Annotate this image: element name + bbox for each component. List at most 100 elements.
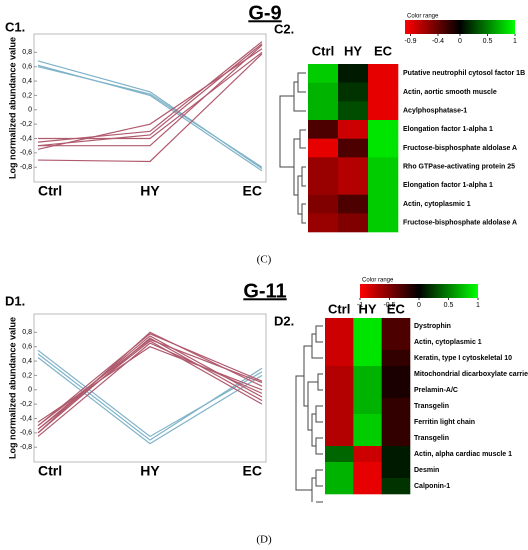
row-label: Dystrophin bbox=[414, 323, 451, 330]
y-tick-label: 0,4 bbox=[22, 358, 32, 365]
colorbar-tick-label: 0.5 bbox=[444, 302, 454, 309]
column-label: EC bbox=[387, 301, 406, 316]
heat-cell bbox=[353, 478, 382, 495]
heat-cell bbox=[381, 350, 411, 367]
heat-cell bbox=[338, 101, 369, 121]
profile-line bbox=[37, 60, 263, 170]
heat-cell bbox=[338, 194, 369, 214]
profile-line bbox=[37, 340, 263, 430]
colorbar-tick-label: 0.5 bbox=[483, 38, 493, 45]
heat-cell bbox=[308, 101, 339, 121]
heat-cell bbox=[381, 382, 411, 399]
column-label: EC bbox=[374, 43, 393, 58]
y-axis-label: Log normalized abundance value bbox=[7, 317, 17, 459]
profile-line bbox=[37, 337, 263, 434]
heat-cell bbox=[308, 120, 339, 139]
caption: (C) bbox=[257, 254, 272, 266]
profile-line bbox=[37, 333, 263, 427]
heat-cell bbox=[353, 366, 382, 383]
heat-cell bbox=[325, 414, 354, 431]
row-label: Transgelin bbox=[414, 435, 449, 442]
y-tick-label: 0,2 bbox=[22, 92, 32, 99]
dendrogram bbox=[279, 72, 306, 224]
heat-cell bbox=[338, 138, 369, 158]
heat-cell bbox=[381, 334, 411, 351]
heat-cell bbox=[308, 194, 339, 214]
heat-cell bbox=[338, 176, 369, 195]
heat-cell bbox=[353, 446, 382, 463]
heat-cell bbox=[368, 213, 399, 233]
row-label: Actin, cytoplasmic 1 bbox=[403, 201, 471, 208]
colorbar-tick-label: -0.9 bbox=[404, 38, 416, 45]
profile-line bbox=[37, 66, 263, 168]
heat-cell bbox=[325, 350, 354, 367]
row-label: Calponin-1 bbox=[414, 483, 450, 490]
heat-cell bbox=[308, 82, 339, 102]
y-tick-label: 0,6 bbox=[22, 64, 32, 71]
panel-label: C2. bbox=[274, 21, 294, 36]
plot-frame bbox=[33, 33, 267, 183]
heat-cell bbox=[325, 366, 354, 383]
heat-cell bbox=[308, 64, 339, 83]
y-tick-label: 0,4 bbox=[22, 78, 32, 85]
heat-cell bbox=[381, 462, 411, 479]
heat-cell bbox=[353, 382, 382, 399]
y-tick-label: -0,8 bbox=[20, 164, 32, 171]
colorbar-tick-label: -1 bbox=[357, 302, 363, 309]
heat-cell bbox=[368, 194, 399, 214]
heat-cell bbox=[368, 157, 399, 177]
row-label: Rho GTPase-activating protein 25 bbox=[403, 164, 515, 171]
heat-cell bbox=[325, 462, 354, 479]
y-tick-label: 0,8 bbox=[22, 329, 32, 336]
panel-label: D2. bbox=[274, 313, 294, 328]
profile-line bbox=[37, 357, 263, 445]
heat-cell bbox=[381, 366, 411, 383]
x-tick-label: EC bbox=[243, 183, 262, 199]
column-label: Ctrl bbox=[312, 43, 334, 58]
plot-frame bbox=[33, 313, 267, 463]
y-tick-label: 0 bbox=[28, 107, 32, 114]
row-label: Mitochondrial dicarboxylate carrier bbox=[414, 371, 528, 378]
panel-label: D1. bbox=[5, 293, 25, 308]
heat-cell bbox=[381, 318, 411, 335]
y-axis-label: Log normalized abundance value bbox=[7, 37, 17, 179]
profile-line bbox=[37, 346, 263, 423]
heat-cell bbox=[368, 82, 399, 102]
y-tick-label: -0,6 bbox=[20, 150, 32, 157]
dendrogram bbox=[295, 325, 323, 503]
heat-cell bbox=[338, 64, 369, 83]
heat-cell bbox=[353, 318, 382, 335]
x-tick-label: Ctrl bbox=[38, 183, 62, 199]
y-tick-label: -0,2 bbox=[20, 401, 32, 408]
profile-line bbox=[38, 44, 263, 147]
heat-cell bbox=[381, 398, 411, 415]
column-label: HY bbox=[344, 43, 362, 58]
row-label: Actin, cytoplasmic 1 bbox=[414, 339, 482, 346]
heat-cell bbox=[353, 334, 382, 351]
heat-cell bbox=[308, 213, 339, 233]
column-label: Ctrl bbox=[328, 301, 350, 316]
row-label: Acylphosphatase-1 bbox=[403, 108, 467, 115]
colorbar bbox=[360, 284, 478, 298]
row-label: Transgelin bbox=[414, 403, 449, 410]
y-tick-label: -0,6 bbox=[20, 430, 32, 437]
heat-cell bbox=[381, 414, 411, 431]
heat-cell bbox=[338, 213, 369, 233]
row-label: Ferritin light chain bbox=[414, 419, 475, 426]
row-label: Keratin, type I cytoskeletal 10 bbox=[414, 355, 512, 362]
heat-cell bbox=[308, 138, 339, 158]
row-label: Putative neutrophil cytosol factor 1B bbox=[403, 70, 525, 77]
heat-cell bbox=[368, 176, 399, 195]
heat-cell bbox=[325, 318, 354, 335]
heat-cell bbox=[353, 430, 382, 447]
heat-cell bbox=[325, 430, 354, 447]
y-tick-label: -0,2 bbox=[20, 121, 32, 128]
heat-cell bbox=[325, 478, 354, 495]
y-tick-label: 0,2 bbox=[22, 372, 32, 379]
colorbar-tick-label: 0 bbox=[417, 302, 421, 309]
y-tick-label: 0 bbox=[28, 387, 32, 394]
colorbar bbox=[405, 20, 515, 34]
heat-cell bbox=[381, 430, 411, 447]
x-tick-label: EC bbox=[243, 463, 262, 479]
